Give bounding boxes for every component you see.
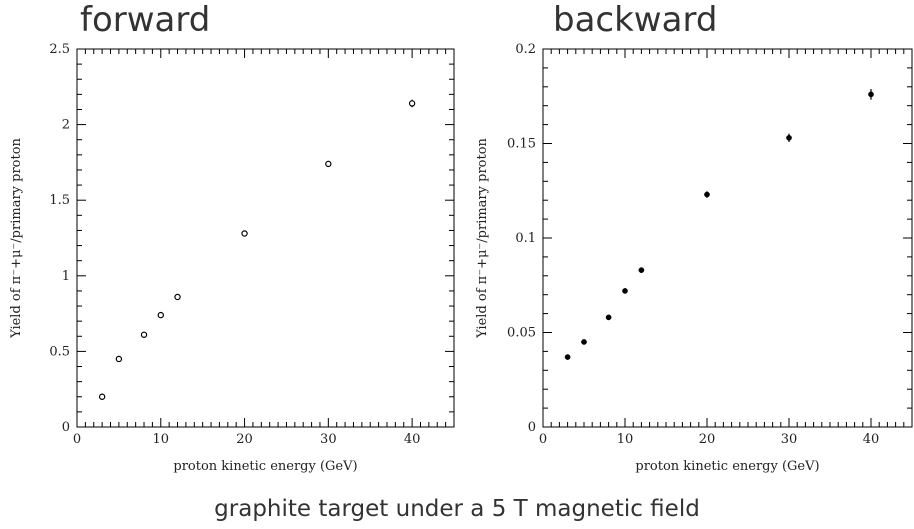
forward-data-point [157,311,164,319]
forward-x-axis-title: proton kinetic energy (GeV) [173,459,357,474]
forward-y-tick-label: 0 [62,420,70,435]
forward-y-tick-label: 0.5 [49,344,70,359]
backward-y-tick-label: 0.2 [515,42,536,57]
backward-x-tick-label: 40 [863,432,880,447]
backward-y-tick-label: 0.15 [507,137,536,152]
backward-data-point [605,314,612,321]
forward-y-tick-label: 1 [62,269,70,284]
backward-plot-frame [542,48,913,428]
backward-plot: 0 10 20 30 40 0 0.05 0.1 0.15 0.2 proton kinetic e… [475,42,913,474]
backward-x-tick-label: 30 [781,432,798,447]
forward-data-point [140,331,148,338]
forward-data-point [174,293,181,301]
backward-data-point [868,91,874,98]
backward-y-tick-label: 0 [528,420,536,435]
forward-plot: 0 10 20 30 40 0 0.5 1 1.5 2 2.5 proton kinetic ener… [9,42,455,474]
figure-caption: graphite target under a 5 T magnetic fie… [214,496,700,522]
forward-x-tick-label: 0 [73,432,81,447]
backward-x-tick-label: 20 [699,432,716,447]
forward-data-point [98,393,106,400]
forward-data-point [408,100,416,107]
forward-panel-title: forward [80,0,211,40]
charts-canvas: 0 10 20 30 40 0 0.5 1 1.5 2 2.5 proton kinetic ener… [9,42,913,474]
backward-data-point [564,354,571,360]
forward-y-tick-label: 1.5 [49,193,70,208]
forward-x-tick-label: 20 [236,432,253,447]
backward-data-point [581,339,587,345]
forward-y-tick-label: 2 [62,118,70,133]
backward-y-tick-label: 0.1 [515,231,536,246]
backward-x-axis-title: proton kinetic energy (GeV) [635,459,819,474]
forward-data-point [115,355,123,363]
forward-y-tick-label: 2.5 [49,42,70,57]
backward-x-tick-label: 0 [539,432,547,447]
forward-x-tick-label: 30 [320,432,337,447]
backward-data-point [786,134,792,141]
backward-panel-title: backward [553,0,718,40]
backward-y-tick-label: 0.05 [507,326,536,341]
backward-x-tick-label: 10 [617,432,634,447]
backward-data-point [622,288,628,294]
forward-data-point [325,160,332,168]
forward-plot-frame [76,48,455,428]
backward-data-point [638,267,645,273]
backward-data-point [704,191,710,198]
forward-y-axis-title: Yield of π⁻+μ⁻/primary proton [9,137,24,338]
forward-x-tick-label: 10 [153,432,170,447]
forward-x-tick-label: 40 [404,432,421,447]
backward-y-axis-title: Yield of π⁻+μ⁻/primary proton [475,137,490,338]
forward-data-point [241,230,248,237]
